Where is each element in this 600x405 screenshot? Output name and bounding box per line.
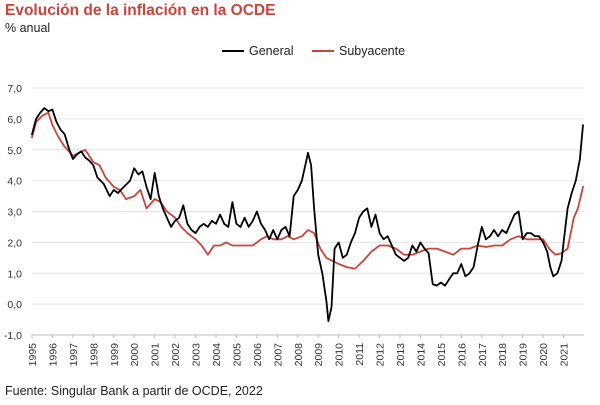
x-tick-label: 1995 — [27, 343, 39, 367]
x-tick-label: 2008 — [293, 343, 305, 367]
x-tick-label: 2018 — [497, 343, 509, 367]
legend-swatch-general — [222, 50, 244, 52]
x-tick-label: 2012 — [375, 343, 387, 367]
y-tick-label: 6,0 — [7, 114, 22, 126]
x-tick-label: 2009 — [313, 343, 325, 367]
x-tick-label: 2001 — [150, 343, 162, 367]
legend: General Subyacente — [0, 44, 600, 62]
x-tick-label: 2017 — [477, 343, 489, 367]
x-tick-label: 2005 — [231, 343, 243, 367]
y-tick-label: 7,0 — [7, 83, 22, 95]
legend-swatch-subyacente — [312, 50, 334, 52]
x-tick-label: 2002 — [170, 343, 182, 367]
legend-label-general: General — [249, 44, 294, 58]
chart-subtitle: % anual — [5, 21, 51, 35]
y-tick-label: 3,0 — [7, 207, 22, 219]
y-tick-label: 1,0 — [7, 268, 22, 280]
x-tick-label: 1997 — [68, 343, 80, 367]
y-tick-label: 0,0 — [7, 299, 22, 311]
y-tick-label: 5,0 — [7, 145, 22, 157]
x-tick-label: 2007 — [272, 343, 284, 367]
x-tick-label: 2016 — [456, 343, 468, 367]
x-tick-label: 2020 — [538, 343, 550, 367]
chart-title: Evolución de la inflación en la OCDE — [5, 2, 276, 19]
x-tick-label: 2014 — [415, 343, 427, 367]
y-tick-label: 4,0 — [7, 176, 22, 188]
legend-item-general[interactable]: General — [222, 44, 293, 58]
x-tick-label: 2015 — [436, 343, 448, 367]
x-tick-label: 2011 — [354, 343, 366, 366]
x-tick-label: 2000 — [129, 343, 141, 367]
x-tick-label: 1998 — [88, 343, 100, 367]
legend-label-subyacente: Subyacente — [339, 44, 406, 58]
series-line-subyacente — [31, 111, 584, 270]
legend-item-subyacente[interactable]: Subyacente — [312, 44, 405, 58]
x-tick-label: 2010 — [334, 343, 346, 367]
x-tick-label: 2013 — [395, 343, 407, 367]
x-tick-label: 1996 — [47, 343, 59, 367]
source-note: Fuente: Singular Bank a partir de OCDE, … — [5, 384, 263, 398]
x-tick-label: 2006 — [252, 343, 264, 367]
series-line-general — [31, 107, 584, 322]
x-tick-label: 2003 — [191, 343, 203, 367]
y-tick-label: 2,0 — [7, 237, 22, 249]
x-tick-label: 2019 — [518, 343, 530, 367]
x-tick-label: 2021 — [559, 343, 571, 367]
x-tick-label: 2004 — [211, 343, 223, 367]
x-tick-label: 1999 — [109, 343, 121, 367]
y-tick-label: -1,0 — [4, 330, 22, 342]
